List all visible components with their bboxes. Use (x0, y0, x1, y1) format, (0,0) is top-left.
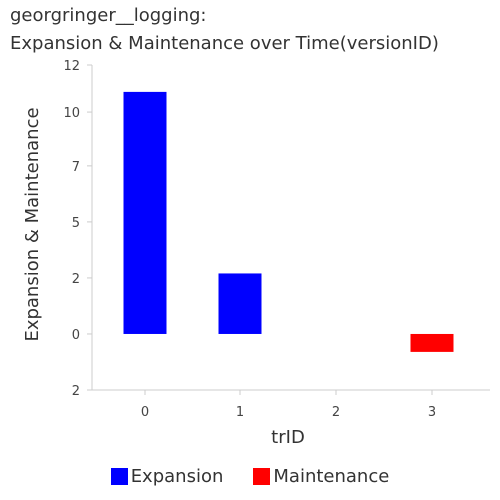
y-tick-label: 5 (72, 216, 80, 231)
legend-item-expansion[interactable]: Expansion (110, 466, 224, 487)
x-tick-label: 2 (332, 405, 340, 420)
x-axis-title: trID (271, 427, 305, 448)
legend-swatch-expansion (110, 468, 128, 485)
y-tick-label: 2 (72, 384, 80, 399)
legend-label-maintenance: Maintenance (273, 466, 390, 487)
legend-label-expansion: Expansion (130, 466, 224, 487)
y-axis-title: Expansion & Maintenance (22, 107, 43, 341)
x-tick-label: 1 (236, 405, 244, 420)
legend-item-maintenance[interactable]: Maintenance (253, 466, 389, 487)
y-tick-label: 7 (72, 160, 80, 175)
y-tick-label: 0 (72, 328, 80, 343)
y-tick-label: 2 (72, 272, 80, 287)
x-axis: 0 1 2 3 (92, 389, 490, 420)
bar-expansion-1[interactable] (218, 273, 262, 334)
x-tick-label: 0 (141, 405, 149, 420)
chart-title-line-2: Expansion & Maintenance over Time(versio… (10, 33, 439, 54)
chart-title-line-1: georgringer__logging: (10, 5, 207, 26)
x-tick-label: 3 (428, 405, 436, 420)
bar-expansion-0[interactable] (123, 91, 167, 334)
legend-swatch-maintenance (253, 468, 271, 485)
y-axis: 12 10 7 5 2 0 2 (63, 59, 93, 399)
y-tick-label: 10 (63, 106, 80, 121)
y-tick-label: 12 (63, 59, 80, 74)
legend: Expansion Maintenance (0, 466, 500, 487)
bar-maintenance-3[interactable] (410, 333, 454, 352)
bars (123, 91, 454, 352)
